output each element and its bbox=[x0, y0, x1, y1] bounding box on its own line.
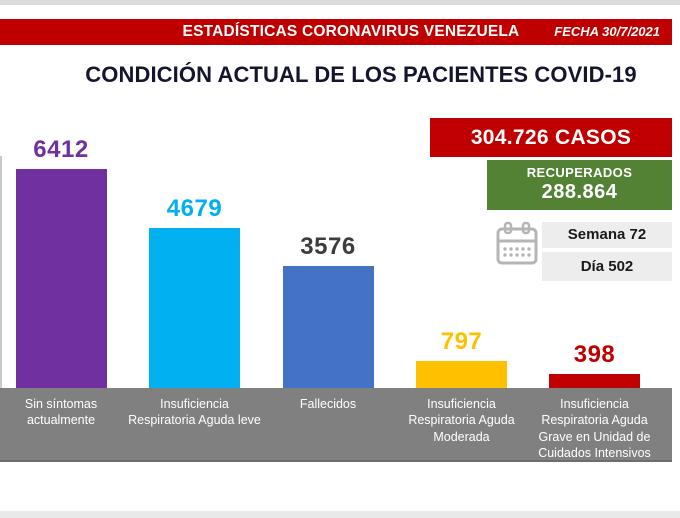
total-cases-label: 304.726 CASOS bbox=[470, 126, 632, 149]
page-title: CONDICIÓN ACTUAL DE LOS PACIENTES COVID-… bbox=[85, 62, 637, 87]
top-margin-strip bbox=[0, 0, 680, 5]
recovered-badge: RECUPERADOS 288.864 bbox=[487, 160, 672, 210]
chart-bar bbox=[149, 228, 240, 388]
chart-bar bbox=[15, 169, 107, 388]
chart-bar bbox=[549, 374, 640, 388]
day-label: Día 502 bbox=[580, 258, 634, 275]
week-label: Semana 72 bbox=[567, 226, 647, 243]
header-bar: ESTADÍSTICAS CORONAVIRUS VENEZUELA FECHA… bbox=[0, 19, 672, 45]
bar-value-label: 3576 bbox=[300, 233, 356, 260]
day-badge: Día 502 bbox=[542, 252, 672, 281]
bar-category-label: Insuficiencia Respiratoria Aguda Moderada bbox=[408, 397, 515, 444]
week-badge: Semana 72 bbox=[542, 222, 672, 248]
bar-category-label: Insuficiencia Respiratoria Aguda leve bbox=[128, 397, 261, 428]
bar-value-label: 797 bbox=[440, 328, 483, 355]
bar-value-label: 398 bbox=[573, 341, 616, 368]
header-date: FECHA 30/7/2021 bbox=[554, 24, 660, 39]
calendar-icon bbox=[496, 221, 538, 265]
recovered-value: 288.864 bbox=[541, 181, 618, 203]
bar-value-label: 6412 bbox=[33, 136, 89, 163]
bar-category-label: Insuficiencia Respiratoria Aguda Grave en … bbox=[538, 397, 651, 460]
bottom-margin-strip bbox=[0, 511, 680, 518]
category-axis-band bbox=[0, 388, 672, 462]
recovered-label: RECUPERADOS bbox=[526, 165, 633, 180]
bar-value-label: 4679 bbox=[166, 195, 223, 222]
total-cases-badge: 304.726 CASOS bbox=[430, 118, 672, 157]
bar-category-label: Fallecidos bbox=[299, 397, 357, 411]
bar-category-label: Sin síntomas actualmente bbox=[24, 397, 98, 428]
chart-bar bbox=[416, 361, 507, 388]
header-title: ESTADÍSTICAS CORONAVIRUS VENEZUELA bbox=[182, 23, 520, 40]
y-axis-line bbox=[0, 156, 2, 388]
chart-bar bbox=[282, 266, 374, 388]
